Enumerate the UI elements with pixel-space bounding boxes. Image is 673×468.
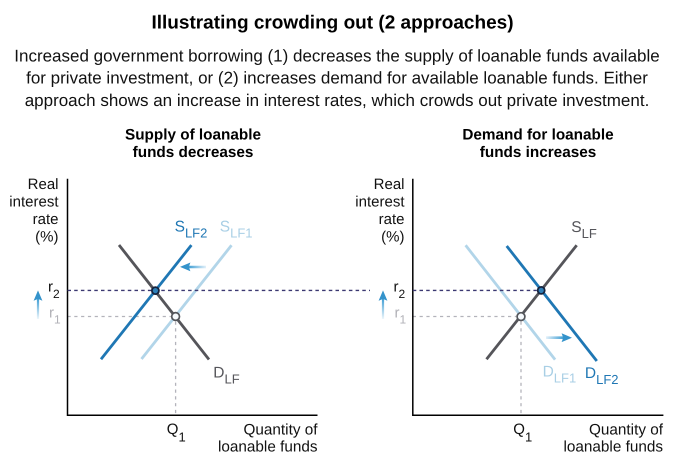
svg-text:funds decreases: funds decreases	[133, 144, 254, 161]
svg-text:loanable funds: loanable funds	[218, 439, 318, 456]
svg-text:approach shows an increase in: approach shows an increase in interest r…	[25, 91, 650, 110]
svg-text:(%): (%)	[35, 229, 58, 246]
svg-text:funds increases: funds increases	[480, 144, 596, 161]
svg-text:Illustrating crowding out (2 a: Illustrating crowding out (2 approaches)	[151, 13, 513, 34]
svg-text:Real: Real	[28, 176, 59, 193]
svg-text:rate: rate	[33, 211, 59, 228]
svg-text:Quantity of: Quantity of	[589, 421, 664, 438]
svg-text:interest: interest	[9, 193, 59, 210]
svg-text:for private investment, or (2): for private investment, or (2) increases…	[26, 69, 648, 88]
svg-text:(%): (%)	[381, 229, 404, 246]
svg-text:Demand for loanable: Demand for loanable	[462, 126, 613, 143]
svg-text:Real: Real	[374, 176, 405, 193]
svg-text:Quantity of: Quantity of	[244, 421, 319, 438]
svg-text:interest: interest	[355, 193, 405, 210]
svg-text:Increased government borrowing: Increased government borrowing (1) decre…	[14, 46, 659, 65]
svg-text:Supply of loanable: Supply of loanable	[125, 126, 261, 143]
svg-text:loanable funds: loanable funds	[563, 439, 663, 456]
svg-text:rate: rate	[379, 211, 405, 228]
